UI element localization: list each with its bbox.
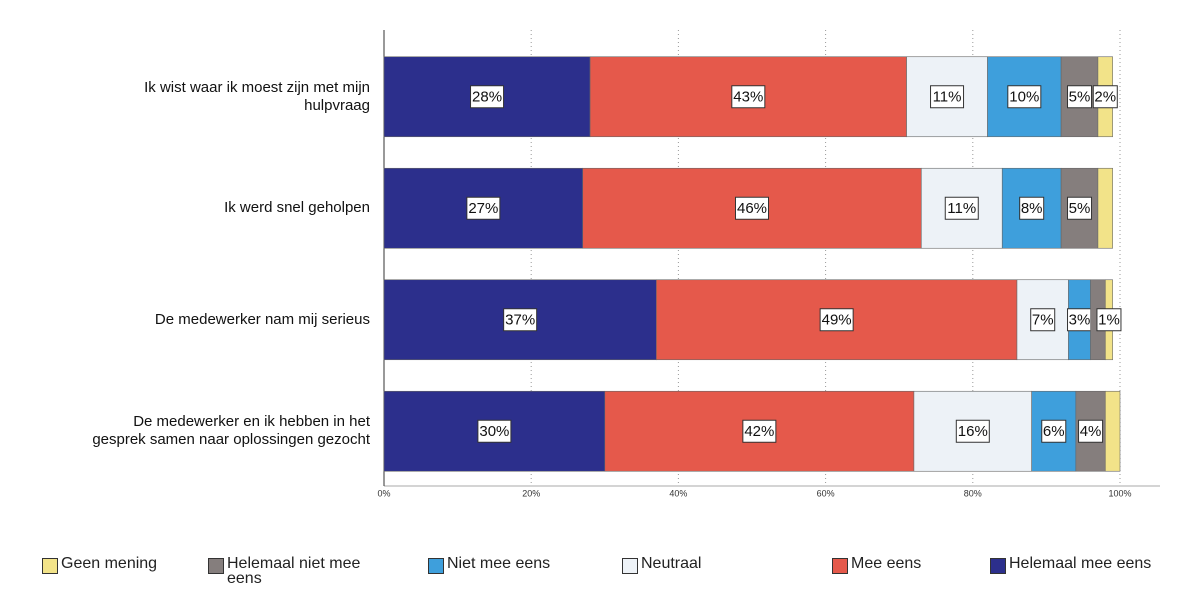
data-label: 28% bbox=[472, 89, 502, 106]
legend-label: Niet mee eens bbox=[447, 555, 551, 572]
x-tick-label: 100% bbox=[1108, 488, 1131, 498]
legend-item: Niet mee eens bbox=[428, 556, 588, 574]
x-tick-label: 20% bbox=[522, 488, 540, 498]
data-label: 46% bbox=[737, 200, 767, 217]
data-label: 16% bbox=[958, 423, 988, 440]
legend-swatch bbox=[428, 558, 444, 574]
legend-swatch bbox=[42, 558, 58, 574]
data-label: 5% bbox=[1069, 89, 1091, 106]
data-label: 2% bbox=[1094, 89, 1116, 106]
legend-item: Helemaal mee eens bbox=[990, 556, 1189, 574]
category-label: Ik wist waar ik moest zijn met mijn hulp… bbox=[144, 78, 370, 114]
bar-segment bbox=[1104, 390, 1121, 472]
legend-item: Geen mening bbox=[42, 556, 182, 574]
data-label: 37% bbox=[505, 312, 535, 329]
legend-label: Mee eens bbox=[851, 555, 922, 572]
data-label: 10% bbox=[1009, 89, 1039, 106]
data-label: 8% bbox=[1021, 200, 1043, 217]
bar-segment bbox=[1097, 167, 1113, 249]
legend-swatch bbox=[990, 558, 1006, 574]
label-box bbox=[944, 196, 979, 220]
data-label: 7% bbox=[1032, 312, 1054, 329]
data-label: 42% bbox=[744, 423, 774, 440]
category-label: De medewerker nam mij serieus bbox=[154, 310, 370, 328]
label-box bbox=[1096, 308, 1122, 332]
x-tick-label: 40% bbox=[669, 488, 687, 498]
legend-item: Helemaal niet mee eens bbox=[208, 555, 378, 587]
data-label: 5% bbox=[1069, 200, 1091, 217]
label-box bbox=[1007, 85, 1042, 109]
label-box bbox=[503, 308, 538, 332]
category-label: Ik werd snel geholpen bbox=[224, 199, 370, 217]
label-box bbox=[477, 419, 512, 443]
data-label: 11% bbox=[933, 89, 962, 106]
data-label: 49% bbox=[822, 312, 852, 329]
legend-label: Neutraal bbox=[641, 555, 702, 572]
legend-swatch bbox=[622, 558, 638, 574]
label-box bbox=[1078, 419, 1104, 443]
label-box bbox=[1019, 196, 1045, 220]
legend-swatch bbox=[208, 558, 224, 574]
label-box bbox=[955, 419, 990, 443]
label-box bbox=[1067, 196, 1093, 220]
legend-label: Geen mening bbox=[61, 555, 158, 572]
data-label: 43% bbox=[733, 89, 763, 106]
label-box bbox=[1030, 308, 1056, 332]
x-tick-label: 60% bbox=[817, 488, 835, 498]
label-box bbox=[1092, 85, 1118, 109]
label-box bbox=[731, 85, 766, 109]
legend-label: Helemaal niet mee eens bbox=[227, 555, 361, 587]
data-label: 3% bbox=[1069, 312, 1091, 329]
label-box bbox=[1041, 419, 1067, 443]
data-label: 30% bbox=[479, 423, 509, 440]
category-label: De medewerker en ik hebben in het gespre… bbox=[92, 413, 370, 449]
data-label: 11% bbox=[947, 200, 976, 217]
x-tick-label: 0% bbox=[377, 488, 390, 498]
label-box bbox=[466, 196, 501, 220]
label-box bbox=[742, 419, 777, 443]
label-box bbox=[930, 85, 965, 109]
data-label: 6% bbox=[1043, 423, 1065, 440]
legend-label: Helemaal mee eens bbox=[1009, 555, 1152, 572]
data-label: 4% bbox=[1080, 423, 1102, 440]
legend-item: Neutraal bbox=[622, 556, 742, 574]
data-label: 27% bbox=[468, 200, 498, 217]
label-box bbox=[470, 85, 505, 109]
label-box bbox=[1067, 85, 1093, 109]
x-tick-label: 80% bbox=[964, 488, 982, 498]
legend-item: Mee eens bbox=[832, 556, 962, 574]
label-box bbox=[735, 196, 769, 220]
data-label: 1% bbox=[1098, 312, 1120, 329]
label-box bbox=[819, 308, 854, 332]
legend-swatch bbox=[832, 558, 848, 574]
